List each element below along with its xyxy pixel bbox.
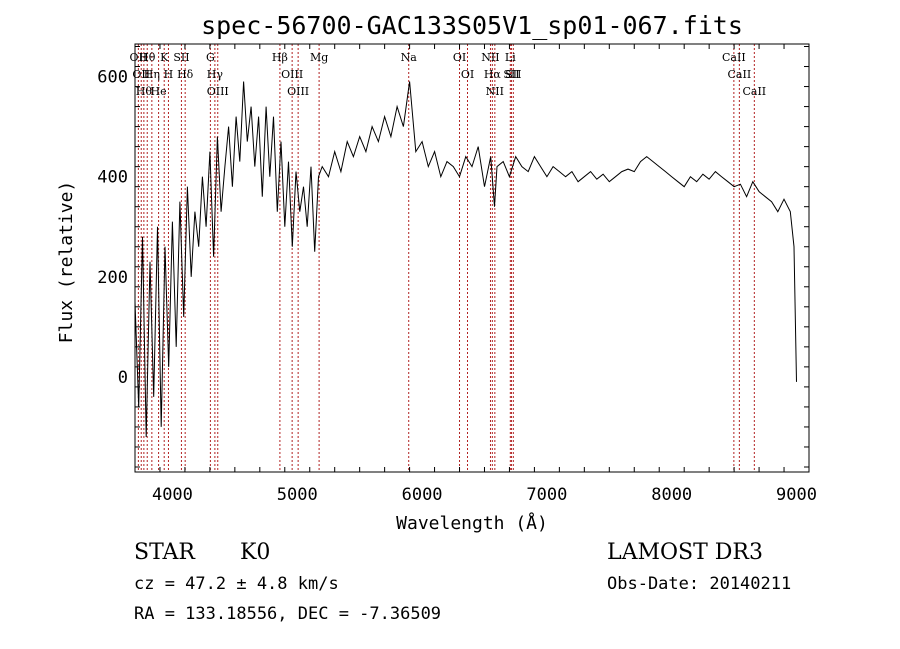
obs-date-line: Obs-Date: 20140211 xyxy=(607,574,792,594)
line-marker-label: OIII xyxy=(207,85,229,98)
line-marker-label: Hγ xyxy=(207,68,224,81)
coords-line: RA = 133.18556, DEC = -7.36509 xyxy=(134,604,442,624)
y-axis-ticks: 0 200 400 600 xyxy=(97,46,809,468)
class-label: STAR xyxy=(134,540,195,565)
x-tick-label: 8000 xyxy=(651,485,692,505)
line-marker-label: Hθ xyxy=(139,51,156,64)
line-marker-label: CaII xyxy=(722,51,746,64)
line-marker-label: OIII xyxy=(281,68,303,81)
line-marker-label: OIII xyxy=(287,85,309,98)
x-tick-label: 6000 xyxy=(402,485,443,505)
line-marker-label: Hδ xyxy=(177,68,194,81)
subclass-label: K0 xyxy=(240,540,271,565)
line-marker-label: OI xyxy=(453,51,466,64)
line-marker-label: NII xyxy=(486,85,504,98)
line-marker-label: Hη xyxy=(144,68,160,81)
line-marker-labels: OIIOIIHθHθHηHeKHSIIHδGHγOIIIHβOIIIOIIIMg… xyxy=(130,51,767,98)
y-tick-label: 400 xyxy=(97,168,128,188)
line-marker-label: Na xyxy=(401,51,418,64)
y-axis-label: Flux (relative) xyxy=(56,181,77,344)
line-marker-label: CaII xyxy=(728,68,752,81)
x-tick-label: 7000 xyxy=(526,485,567,505)
survey-label: LAMOST DR3 xyxy=(607,540,763,565)
line-marker-label: NII xyxy=(481,51,499,64)
line-marker-label: Mg xyxy=(310,51,328,64)
line-marker-label: SII xyxy=(173,51,189,64)
x-tick-label: 9000 xyxy=(776,485,817,505)
line-marker-label: SII xyxy=(503,68,519,81)
plot-frame xyxy=(134,43,810,473)
line-marker-label: OI xyxy=(461,68,474,81)
line-marker-label: OII xyxy=(130,51,148,64)
line-marker-label: G xyxy=(206,51,215,64)
redshift-line: cz = 47.2 ± 4.8 km/s xyxy=(134,574,339,594)
line-markers xyxy=(137,44,755,472)
line-marker-label: H xyxy=(164,68,174,81)
chart-title: spec-56700-GAC133S05V1_sp01-067.fits xyxy=(201,11,743,40)
y-tick-label: 600 xyxy=(97,68,128,88)
line-marker-label: Hθ xyxy=(136,85,153,98)
line-marker-label: OII xyxy=(132,68,150,81)
y-tick-label: 0 xyxy=(118,368,128,388)
spectrum-line xyxy=(134,81,797,438)
x-axis-ticks: 4000 5000 6000 7000 8000 9000 xyxy=(134,44,817,505)
line-marker-label: SII xyxy=(505,68,521,81)
line-marker-label: He xyxy=(151,85,167,98)
x-axis-label: Wavelength (Å) xyxy=(396,512,548,534)
x-tick-label: 4000 xyxy=(152,485,193,505)
x-tick-label: 5000 xyxy=(277,485,318,505)
line-marker-label: Hβ xyxy=(272,51,288,64)
line-marker-label: Hα xyxy=(484,68,502,81)
line-marker-label: Li xyxy=(505,51,516,64)
line-marker-label: K xyxy=(160,51,169,64)
line-marker-label: CaII xyxy=(742,85,766,98)
y-tick-label: 200 xyxy=(97,268,128,288)
